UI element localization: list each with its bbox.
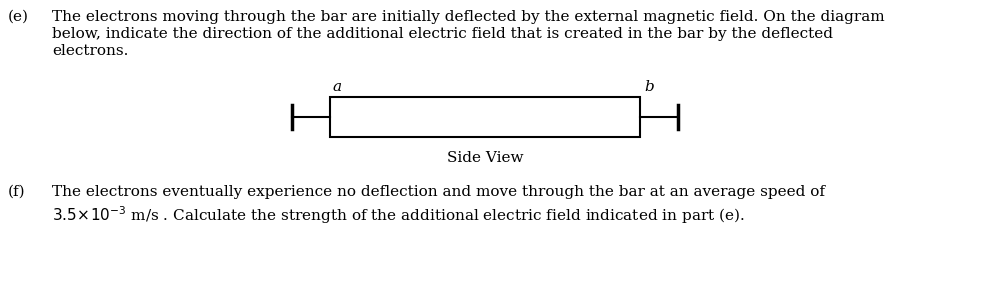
Text: a: a	[332, 80, 341, 94]
Text: $3.5\!\times\!10^{-3}$ m/s . Calculate the strength of the additional electric f: $3.5\!\times\!10^{-3}$ m/s . Calculate t…	[52, 204, 745, 226]
Text: below, indicate the direction of the additional electric field that is created i: below, indicate the direction of the add…	[52, 27, 833, 41]
Bar	[330, 97, 640, 137]
Text: The electrons moving through the bar are initially deflected by the external mag: The electrons moving through the bar are…	[52, 10, 885, 24]
Text: (e): (e)	[8, 10, 29, 24]
Text: (f): (f)	[8, 185, 26, 199]
Text: electrons.: electrons.	[52, 44, 128, 58]
Text: b: b	[644, 80, 653, 94]
Text: Side View: Side View	[447, 151, 523, 165]
Text: The electrons eventually experience no deflection and move through the bar at an: The electrons eventually experience no d…	[52, 185, 825, 199]
